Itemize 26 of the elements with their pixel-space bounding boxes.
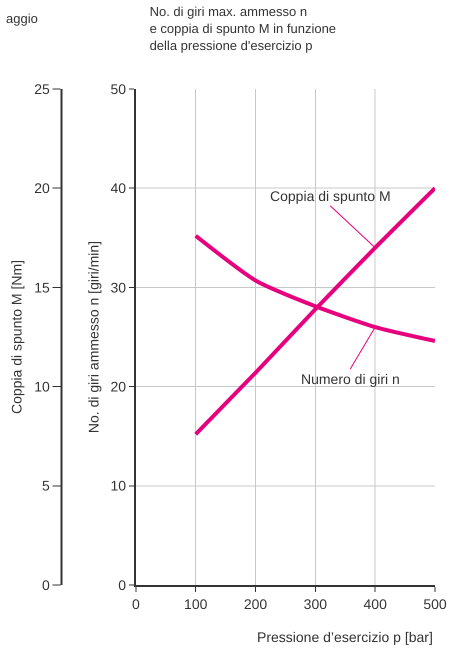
x-tick-label: 500 bbox=[423, 596, 447, 612]
y-tick-label: 20 bbox=[110, 378, 126, 394]
y-tick-label: 0 bbox=[118, 576, 126, 593]
y-tick-label: 10 bbox=[110, 478, 126, 494]
y2-axis-title: Coppia di spunto M [Nm] bbox=[8, 260, 24, 414]
y2-tick-label: 20 bbox=[34, 180, 50, 196]
y2-tick-label: 15 bbox=[34, 279, 50, 296]
text: Numero di giri n bbox=[301, 371, 400, 387]
y2-tick-label: 0 bbox=[42, 576, 50, 593]
y2-tick-label: 10 bbox=[34, 378, 50, 394]
chart-title: No. di giri max. ammesso n e coppia di spunto M in funzione della pressione d'esercizio p bbox=[150, 4, 336, 53]
y2-tick-label: 5 bbox=[42, 478, 50, 494]
y-axis-title: No. di giri ammesso n [giri/min] bbox=[86, 240, 102, 434]
y2-tick-label: 25 bbox=[34, 80, 50, 97]
series-label: Coppia di spunto M bbox=[270, 188, 391, 204]
x-tick-label: 0 bbox=[132, 596, 140, 612]
x-tick-label: 300 bbox=[304, 596, 328, 612]
x-tick-label: 100 bbox=[184, 596, 208, 612]
y-tick-label: 40 bbox=[110, 180, 126, 196]
line-series bbox=[194, 186, 435, 436]
x-tick-label: 200 bbox=[244, 596, 268, 612]
y-tick-label: 50 bbox=[110, 80, 126, 97]
x-axis-title: Pressione d’esercizio p [bar] bbox=[257, 629, 433, 645]
text: aggio bbox=[6, 11, 38, 26]
x-tick-label: 400 bbox=[363, 596, 388, 612]
y-tick-label: 30 bbox=[110, 279, 126, 296]
